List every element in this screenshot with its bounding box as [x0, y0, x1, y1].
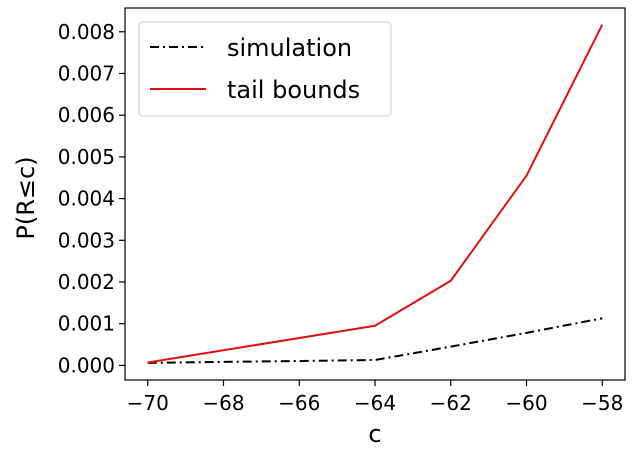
y-tick-label: 0.001: [58, 312, 115, 336]
y-tick-label: 0.006: [58, 103, 115, 127]
series-line-tail-bounds: [147, 24, 604, 364]
x-tick-label: −70: [127, 391, 169, 415]
y-tick-label: 0.003: [58, 228, 115, 252]
x-axis-label: c: [368, 420, 381, 448]
series-layer: [147, 24, 604, 364]
x-tick-label: −58: [581, 391, 623, 415]
x-tick-label: −62: [430, 391, 472, 415]
x-tick-label: −64: [354, 391, 396, 415]
x-tick-label: −60: [505, 391, 547, 415]
y-tick-label: 0.000: [58, 353, 115, 377]
y-axis-label: P(R≤c): [12, 156, 40, 239]
x-axis-ticks: −70 −68 −66 −64 −62 −60 −58: [127, 380, 623, 415]
x-tick-label: −68: [202, 391, 244, 415]
y-tick-label: 0.007: [58, 61, 115, 85]
y-tick-label: 0.004: [58, 187, 115, 211]
legend-box: [138, 21, 392, 117]
y-axis-ticks: 0.000 0.001 0.002 0.003 0.004 0.005 0.006 0.007…: [58, 20, 125, 377]
legend: simulation tail bounds: [138, 21, 392, 117]
y-tick-label: 0.002: [58, 270, 115, 294]
legend-label-tail-bounds: tail bounds: [227, 76, 360, 104]
x-tick-label: −66: [278, 391, 320, 415]
y-tick-label: 0.008: [58, 20, 115, 44]
y-tick-label: 0.005: [58, 145, 115, 169]
legend-label-simulation: simulation: [227, 34, 352, 62]
series-line-simulation: [147, 317, 603, 364]
